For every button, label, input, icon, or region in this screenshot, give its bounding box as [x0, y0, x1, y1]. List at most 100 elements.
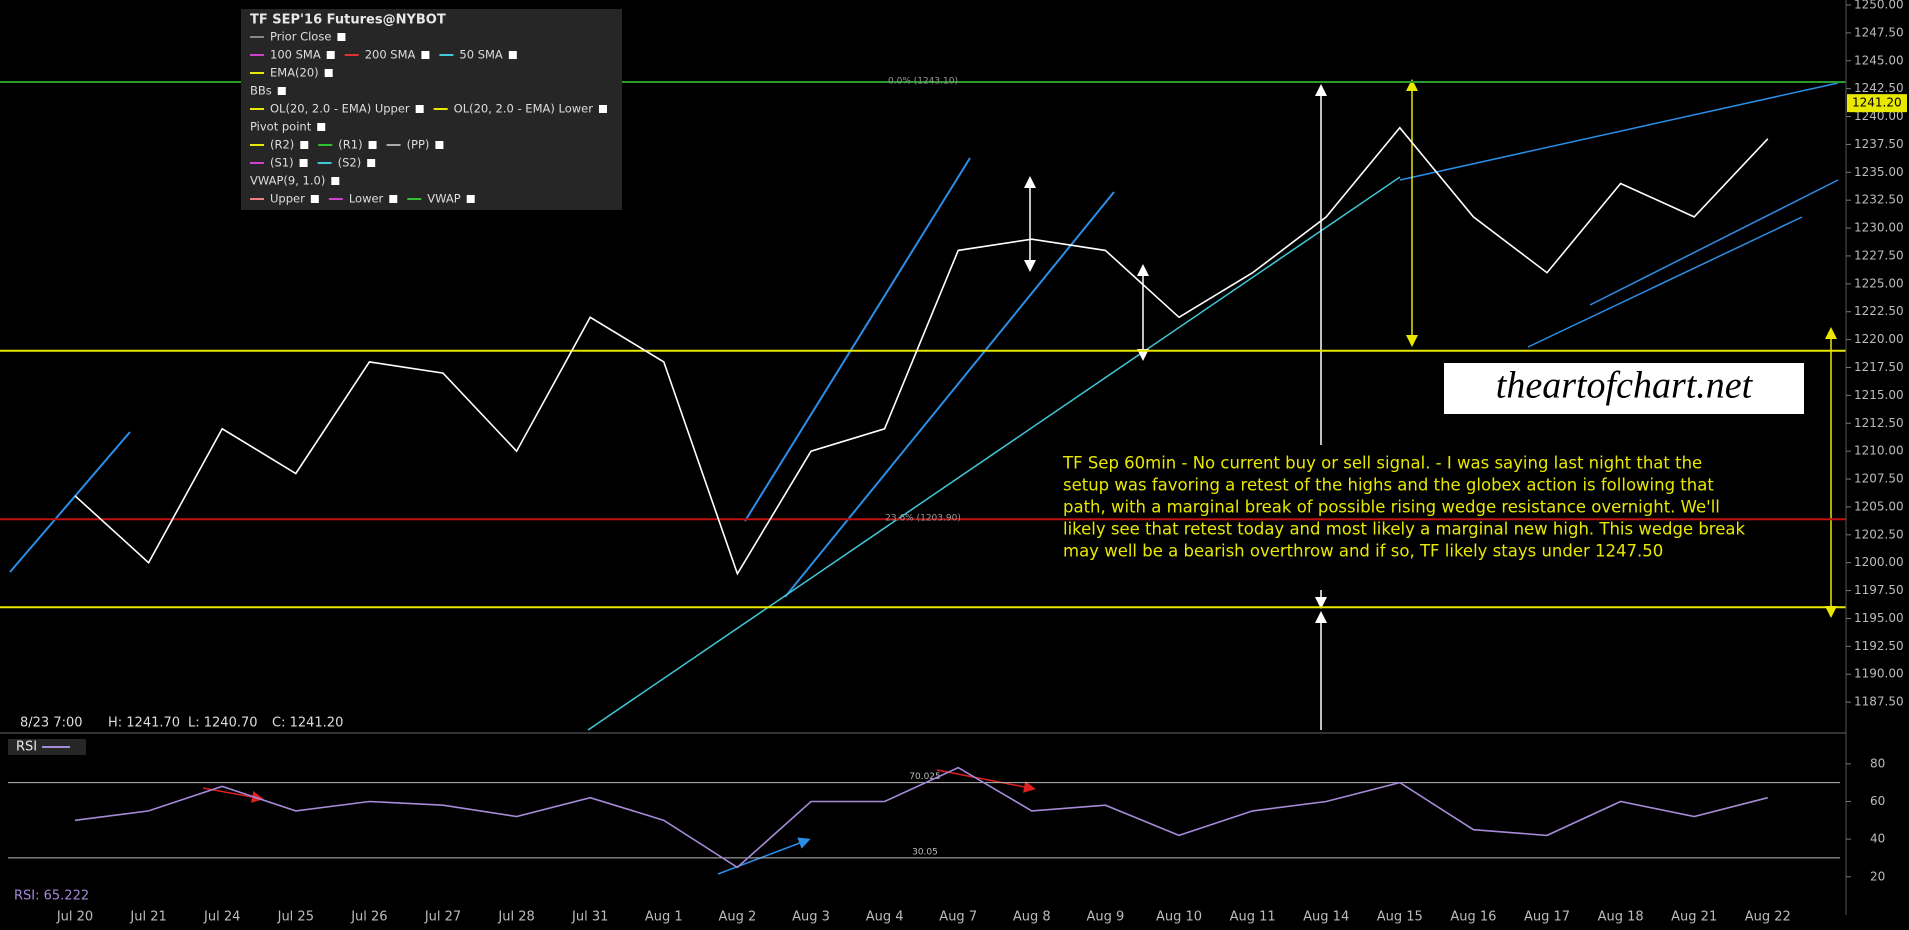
legend-item: 200 SMA	[365, 48, 416, 62]
y-tick-label: 1235.00	[1854, 165, 1904, 179]
legend-item: OL(20, 2.0 - EMA) Lower	[454, 102, 594, 116]
trendline	[784, 191, 1115, 598]
checkbox	[326, 51, 335, 59]
checkbox	[317, 123, 326, 131]
fib-label: 0.0% (1243.10)	[888, 76, 958, 86]
rsi-title: RSI	[16, 740, 37, 755]
trendline	[1527, 216, 1803, 348]
data-line	[74, 766, 1768, 869]
legend-item: (S2)	[338, 156, 362, 170]
y-tick-label: 1247.50	[1854, 25, 1904, 39]
y-tick-label: 1205.00	[1854, 499, 1904, 513]
checkbox	[415, 105, 424, 113]
checkbox	[466, 195, 475, 203]
y-tick-label: 1222.50	[1854, 304, 1904, 318]
checkbox	[598, 105, 607, 113]
x-tick-label: Jul 27	[424, 910, 461, 925]
y-tick-label: 40	[1870, 832, 1885, 846]
x-tick-label: Aug 2	[719, 910, 757, 925]
y-tick-label: 1200.00	[1854, 555, 1904, 569]
trendline	[1589, 179, 1839, 306]
x-tick-label: Aug 9	[1087, 910, 1125, 925]
legend-item: 100 SMA	[270, 48, 321, 62]
y-tick-label: 80	[1870, 756, 1885, 770]
x-tick-label: Aug 4	[866, 910, 904, 925]
y-tick-label: 60	[1870, 794, 1885, 808]
y-tick-label: 1220.00	[1854, 332, 1904, 346]
x-tick-label: Jul 25	[277, 910, 314, 925]
checkbox	[367, 159, 376, 167]
rsi-value: RSI: 65.222	[14, 889, 89, 904]
indicator-panel	[241, 9, 622, 210]
checkbox	[508, 51, 517, 59]
checkbox	[389, 195, 398, 203]
legend-item: VWAP	[427, 192, 460, 206]
y-tick-label: 1225.00	[1854, 276, 1904, 290]
x-tick-label: Aug 21	[1671, 910, 1717, 925]
ohlc-info: H: 1241.70	[108, 716, 180, 731]
x-tick-label: Aug 15	[1377, 910, 1423, 925]
y-tick-label: 1242.50	[1854, 81, 1904, 95]
x-tick-label: Aug 11	[1230, 910, 1276, 925]
x-tick-label: Aug 3	[792, 910, 830, 925]
reference-label: 30.05	[912, 847, 938, 857]
y-tick-label: 1195.00	[1854, 611, 1904, 625]
y-tick-label: 1215.00	[1854, 388, 1904, 402]
ohlc-info: C: 1241.20	[272, 716, 343, 731]
annotation: setup was favoring a retest of the highs…	[1063, 476, 1714, 495]
chart-title: TF SEP'16 Futures@NYBOT	[250, 13, 446, 28]
last-price-label: 1241.20	[1852, 96, 1902, 110]
annotation: TF Sep 60min - No current buy or sell si…	[1062, 454, 1702, 473]
legend-item: Prior Close	[270, 30, 331, 44]
y-tick-label: 1197.50	[1854, 583, 1904, 597]
ohlc-info: 8/23 7:00	[20, 716, 83, 731]
y-tick-label: 1187.50	[1854, 695, 1904, 709]
y-tick-label: 1245.00	[1854, 53, 1904, 67]
legend-item: (PP)	[407, 138, 430, 152]
y-tick-label: 1237.50	[1854, 137, 1904, 151]
annotation: may well be a bearish overthrow and if s…	[1063, 542, 1663, 561]
legend-item: Upper	[270, 192, 305, 206]
x-tick-label: Aug 18	[1598, 910, 1644, 925]
x-tick-label: Jul 28	[497, 910, 534, 925]
trendline	[744, 157, 971, 522]
checkbox	[324, 69, 333, 77]
trendline	[587, 176, 1401, 731]
y-tick-label: 1250.00	[1854, 0, 1904, 12]
legend-item: BBs	[250, 84, 272, 98]
legend-item: 50 SMA	[459, 48, 503, 62]
trendline	[9, 431, 131, 573]
checkbox	[277, 87, 286, 95]
legend-item: Pivot point	[250, 120, 312, 134]
y-tick-label: 1202.50	[1854, 527, 1904, 541]
reference-label: 70.025	[909, 772, 941, 782]
annotation: path, with a marginal break of possible …	[1063, 498, 1720, 517]
checkbox	[421, 51, 430, 59]
checkbox	[310, 195, 319, 203]
checkbox	[300, 141, 309, 149]
x-tick-label: Jul 21	[129, 910, 166, 925]
y-tick-label: 1190.00	[1854, 667, 1904, 681]
y-tick-label: 1210.00	[1854, 444, 1904, 458]
x-tick-label: Aug 10	[1156, 910, 1202, 925]
ohlc-info: L: 1240.70	[188, 716, 258, 731]
x-tick-label: Jul 26	[350, 910, 387, 925]
legend-item: Lower	[349, 192, 384, 206]
legend-item: (R2)	[270, 138, 294, 152]
legend-item: VWAP(9, 1.0)	[250, 174, 325, 188]
checkbox	[331, 177, 340, 185]
x-tick-label: Jul 31	[571, 910, 608, 925]
data-line	[74, 126, 1769, 576]
trendline	[1399, 82, 1839, 181]
x-tick-label: Aug 8	[1013, 910, 1051, 925]
x-tick-label: Aug 17	[1524, 910, 1570, 925]
checkbox	[337, 33, 346, 41]
x-tick-label: Aug 14	[1303, 910, 1349, 925]
watermark-box	[1444, 363, 1804, 414]
fib-label: 23.6% (1203.90)	[885, 514, 961, 524]
y-tick-label: 1192.50	[1854, 639, 1904, 653]
y-tick-label: 1230.00	[1854, 221, 1904, 235]
y-tick-label: 1212.50	[1854, 416, 1904, 430]
